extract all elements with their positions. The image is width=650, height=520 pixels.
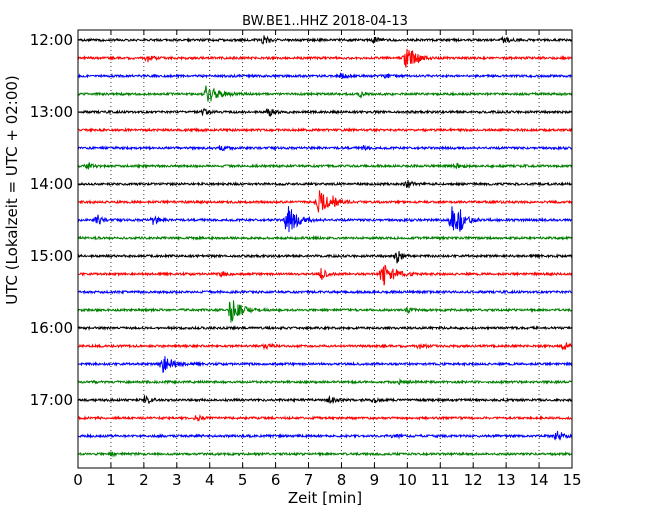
y-tick-label: 15:00 (30, 247, 73, 265)
x-tick-label: 0 (73, 471, 83, 489)
x-tick-label: 11 (431, 471, 450, 489)
trace-line (77, 324, 573, 331)
x-tick-label: 7 (304, 471, 314, 489)
trace-line (77, 356, 573, 373)
plot-frame (77, 29, 573, 469)
x-tick-label: 8 (337, 471, 347, 489)
x-tick-label: 6 (271, 471, 281, 489)
trace-line (77, 300, 573, 323)
y-axis-label: UTC (Lokalzeit = UTC + 02:00) (3, 75, 21, 305)
trace-line (77, 48, 573, 68)
y-tick-label: 13:00 (30, 103, 73, 121)
trace-line (77, 206, 573, 233)
x-tick-label: 15 (562, 471, 581, 489)
trace-line (77, 430, 573, 441)
trace-line (77, 35, 573, 45)
trace-line (77, 264, 573, 286)
x-tick-label: 14 (530, 471, 549, 489)
trace-line (77, 289, 573, 295)
trace-group (77, 35, 573, 458)
axis-ticks: 0 1 2 3 4 5 6 7 8 9 10 11 12 13 14 1512:0013:0014:0015:… (30, 30, 582, 489)
trace-line (77, 144, 573, 152)
trace-line (77, 413, 573, 422)
trace-line (77, 234, 573, 242)
y-tick-label: 14:00 (30, 175, 73, 193)
trace-line (77, 108, 573, 117)
trace-line (77, 180, 573, 189)
x-tick-label: 10 (398, 471, 417, 489)
trace-line (77, 190, 573, 213)
y-tick-label: 16:00 (30, 319, 73, 337)
trace-line (77, 126, 573, 133)
chart-title: BW.BE1..HHZ 2018-04-13 (242, 14, 408, 29)
x-tick-label: 12 (464, 471, 483, 489)
trace-line (78, 72, 573, 80)
x-tick-label: 4 (205, 471, 215, 489)
trace-line (77, 251, 573, 264)
trace-line (77, 342, 573, 351)
x-tick-label: 1 (106, 471, 116, 489)
trace-line (77, 162, 573, 170)
y-tick-label: 17:00 (30, 391, 73, 409)
x-tick-label: 9 (370, 471, 380, 489)
x-tick-label: 5 (238, 471, 248, 489)
trace-line (77, 450, 573, 458)
trace-line (77, 377, 573, 386)
x-tick-label: 3 (172, 471, 182, 489)
trace-line (77, 394, 573, 405)
x-tick-label: 13 (497, 471, 516, 489)
x-tick-label: 2 (139, 471, 149, 489)
x-axis-label: Zeit [min] (288, 489, 362, 507)
trace-line (77, 85, 573, 102)
y-tick-label: 12:00 (30, 31, 73, 49)
